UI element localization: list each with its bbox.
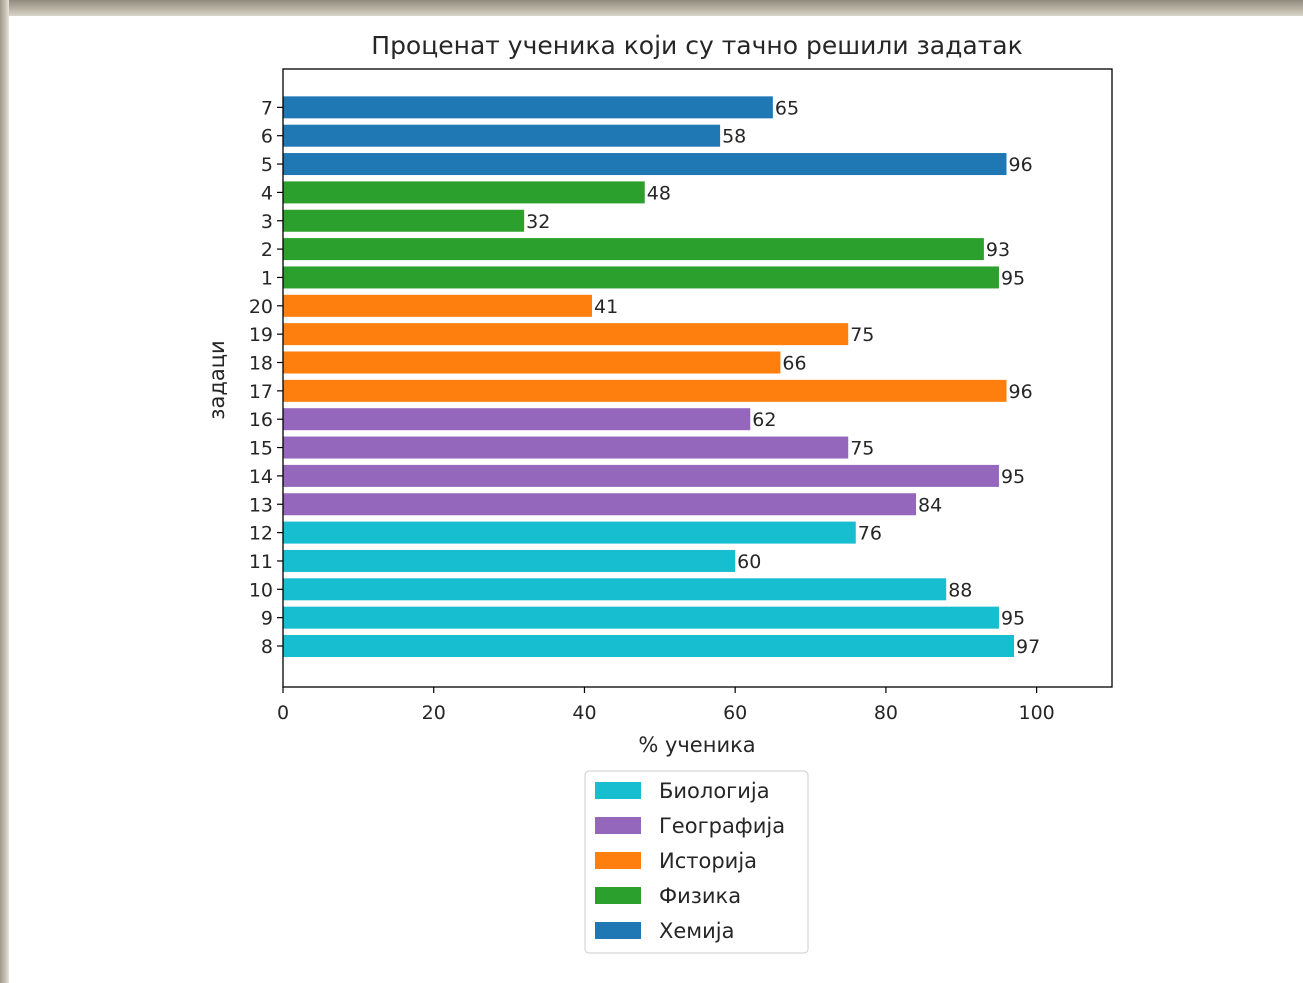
legend-entry-label: Хемија bbox=[659, 919, 735, 943]
bar-task-18 bbox=[283, 351, 781, 374]
bar-task-10 bbox=[283, 578, 947, 601]
bar-task-13 bbox=[283, 493, 917, 516]
bar-task-20 bbox=[283, 294, 592, 317]
data-label-task-1: 95 bbox=[1001, 267, 1025, 289]
legend-frame bbox=[584, 770, 809, 954]
legend-entry-label: Географија bbox=[659, 814, 785, 838]
y-tick-label: 10 bbox=[249, 579, 273, 601]
bar-task-12 bbox=[283, 521, 856, 544]
data-label-task-17: 96 bbox=[1008, 381, 1032, 403]
data-label-task-7: 65 bbox=[775, 97, 799, 119]
window-left-border bbox=[0, 0, 9, 983]
legend-entry-label: Физика bbox=[659, 884, 741, 908]
bar-task-2 bbox=[283, 238, 984, 261]
x-tick-label: 20 bbox=[422, 702, 446, 724]
y-tick-label: 18 bbox=[249, 353, 273, 375]
y-tick-label: 16 bbox=[249, 409, 273, 431]
y-tick-label: 8 bbox=[261, 636, 273, 658]
y-tick-label: 6 bbox=[261, 126, 273, 148]
bar-task-4 bbox=[283, 181, 645, 204]
data-label-task-8: 97 bbox=[1016, 636, 1040, 658]
data-label-task-18: 66 bbox=[782, 353, 806, 375]
data-label-task-20: 41 bbox=[594, 296, 618, 318]
legend: Биологија Географија Историја Физика Хемија bbox=[584, 770, 809, 954]
bar-task-9 bbox=[283, 606, 999, 629]
x-ticks-group: 0 20 40 60 80 100 bbox=[277, 687, 1055, 724]
legend-entry-label: Биологија bbox=[659, 779, 770, 803]
bar-task-5 bbox=[283, 153, 1007, 176]
legend-swatch bbox=[595, 817, 641, 834]
bar-task-14 bbox=[283, 464, 999, 487]
legend-entry-label: Историја bbox=[659, 849, 757, 873]
bar-task-17 bbox=[283, 379, 1007, 402]
data-label-task-13: 84 bbox=[918, 494, 942, 516]
y-tick-label: 14 bbox=[249, 466, 273, 488]
y-tick-label: 7 bbox=[261, 97, 273, 119]
x-tick-label: 60 bbox=[723, 702, 747, 724]
y-tick-label: 13 bbox=[249, 494, 273, 516]
y-tick-label: 9 bbox=[261, 608, 273, 630]
data-label-task-10: 88 bbox=[948, 579, 972, 601]
y-tick-label: 1 bbox=[261, 267, 273, 289]
x-tick-label: 100 bbox=[1019, 702, 1055, 724]
data-label-task-4: 48 bbox=[647, 182, 671, 204]
data-label-task-16: 62 bbox=[752, 409, 776, 431]
window-top-border bbox=[0, 0, 1303, 16]
legend-swatch bbox=[595, 887, 641, 904]
y-tick-label: 2 bbox=[261, 239, 273, 261]
data-label-task-15: 75 bbox=[850, 438, 874, 460]
bar-task-6 bbox=[283, 124, 721, 147]
y-tick-label: 11 bbox=[249, 551, 273, 573]
y-tick-label: 20 bbox=[249, 296, 273, 318]
bar-task-16 bbox=[283, 408, 751, 431]
data-label-task-2: 93 bbox=[986, 239, 1010, 261]
y-axis-label: задаци bbox=[205, 340, 229, 419]
data-label-task-11: 60 bbox=[737, 551, 761, 573]
x-tick-label: 40 bbox=[572, 702, 596, 724]
x-tick-label: 80 bbox=[874, 702, 898, 724]
data-label-task-12: 76 bbox=[858, 523, 882, 545]
bar-task-7 bbox=[283, 96, 773, 119]
chart-title: Проценат ученика који су тачно решили за… bbox=[371, 31, 1022, 60]
bar-task-3 bbox=[283, 209, 525, 232]
bar-task-19 bbox=[283, 323, 849, 346]
data-label-task-14: 95 bbox=[1001, 466, 1025, 488]
bar-task-15 bbox=[283, 436, 849, 459]
legend-swatch bbox=[595, 782, 641, 799]
legend-swatch bbox=[595, 852, 641, 869]
y-tick-label: 4 bbox=[261, 182, 273, 204]
y-tick-label: 17 bbox=[249, 381, 273, 403]
data-label-task-6: 58 bbox=[722, 126, 746, 148]
data-label-task-3: 32 bbox=[526, 211, 550, 233]
y-tick-label: 5 bbox=[261, 154, 273, 176]
bars-group: 97 95 88 60 76 84 95 75 62 96 66 75 41 95 93 32 48 96 58 65 bbox=[283, 96, 1040, 658]
legend-swatch bbox=[595, 922, 641, 939]
y-tick-label: 3 bbox=[261, 211, 273, 233]
y-tick-label: 15 bbox=[249, 438, 273, 460]
x-tick-label: 0 bbox=[277, 702, 289, 724]
data-label-task-5: 96 bbox=[1008, 154, 1032, 176]
bar-task-8 bbox=[283, 635, 1015, 657]
plot-area-frame bbox=[282, 68, 1113, 688]
data-label-task-19: 75 bbox=[850, 324, 874, 346]
bar-task-1 bbox=[283, 266, 999, 289]
y-tick-label: 12 bbox=[249, 523, 273, 545]
data-label-task-9: 95 bbox=[1001, 608, 1025, 630]
bar-task-11 bbox=[283, 549, 736, 572]
y-tick-label: 19 bbox=[249, 324, 273, 346]
x-axis-label: % ученика bbox=[638, 733, 755, 757]
